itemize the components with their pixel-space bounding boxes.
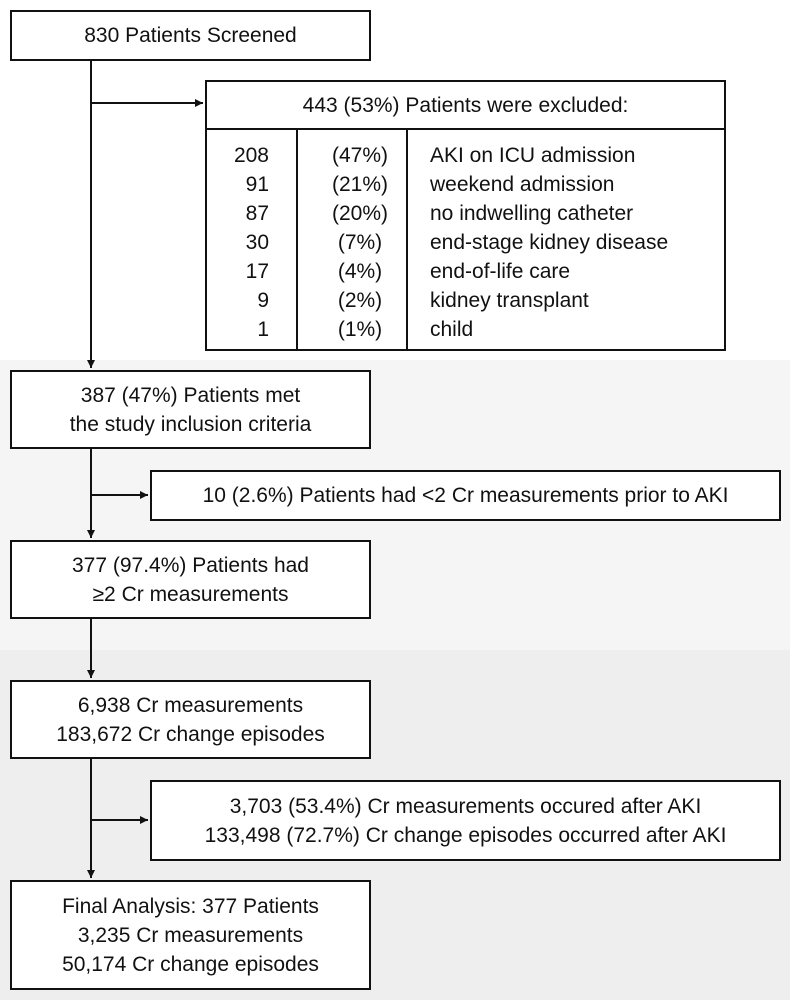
exclusion-reason: weekend admission: [430, 173, 615, 196]
after-aki-line-2: 133,498 (72.7%) Cr change episodes occur…: [204, 823, 727, 847]
exclusion-percent: (4%): [337, 260, 383, 283]
cr-line-2: 183,672 Cr change episodes: [56, 722, 325, 746]
measurements-box: 377 (97.4%) Patients had ≥2 Cr measureme…: [10, 540, 371, 619]
measurements-line-1: 377 (97.4%) Patients had: [72, 553, 309, 577]
exclusion-count: 17: [245, 260, 269, 283]
exclusion-reason: AKI on ICU admission: [430, 144, 636, 167]
measurements-line-2: ≥2 Cr measurements: [92, 582, 289, 606]
exclusion-row: 91 (21%) weekend admission: [207, 170, 724, 199]
exclusion-box: 443 (53%) Patients were excluded: 208 (4…: [205, 80, 726, 351]
column-divider: [296, 130, 298, 349]
exclusion-row: 17 (4%) end-of-life care: [207, 257, 724, 286]
after-aki-box: 3,703 (53.4%) Cr measurements occured af…: [150, 780, 781, 861]
exclusion-count: 91: [245, 173, 269, 196]
after-aki-line-1: 3,703 (53.4%) Cr measurements occured af…: [229, 794, 702, 818]
inclusion-line-2: the study inclusion criteria: [69, 412, 312, 436]
final-box: Final Analysis: 377 Patients 3,235 Cr me…: [10, 880, 371, 990]
exclusion-count: 87: [245, 202, 269, 225]
exclusion-reason: child: [430, 318, 474, 341]
exclusion-count: 208: [233, 144, 269, 167]
exclusion-percent: (2%): [337, 289, 383, 312]
exclusion-row: 208 (47%) AKI on ICU admission: [207, 141, 724, 170]
exclusion-percent: (47%): [331, 144, 389, 167]
cr-line-1: 6,938 Cr measurements: [77, 693, 304, 717]
inclusion-box: 387 (47%) Patients met the study inclusi…: [10, 370, 371, 449]
exclusion-percent: (1%): [337, 318, 383, 341]
exclusion-count: 1: [257, 318, 269, 341]
exclusion-2-text: 10 (2.6%) Patients had <2 Cr measurement…: [202, 484, 729, 507]
exclusion-title: 443 (53%) Patients were excluded:: [207, 82, 724, 130]
exclusion-reason: kidney transplant: [430, 289, 589, 312]
screened-box: 830 Patients Screened: [10, 10, 371, 61]
screened-text: 830 Patients Screened: [84, 24, 297, 47]
final-line-3: 50,174 Cr change episodes: [62, 952, 319, 976]
inclusion-line-1: 387 (47%) Patients met: [80, 383, 301, 407]
exclusion-reason: end-stage kidney disease: [430, 231, 669, 254]
cr-box: 6,938 Cr measurements 183,672 Cr change …: [10, 680, 371, 759]
final-line-2: 3,235 Cr measurements: [77, 923, 304, 947]
exclusion-box-2: 10 (2.6%) Patients had <2 Cr measurement…: [150, 470, 781, 521]
exclusion-row: 30 (7%) end-stage kidney disease: [207, 228, 724, 257]
exclusion-count: 9: [257, 289, 269, 312]
exclusion-percent: (7%): [337, 231, 383, 254]
exclusion-count: 30: [245, 231, 269, 254]
column-divider: [406, 130, 408, 349]
exclusion-row: 87 (20%) no indwelling catheter: [207, 199, 724, 228]
exclusion-percent: (21%): [331, 173, 389, 196]
exclusion-reason: no indwelling catheter: [430, 202, 634, 225]
exclusion-row: 1 (1%) child: [207, 315, 724, 344]
exclusion-reason: end-of-life care: [430, 260, 571, 283]
exclusion-percent: (20%): [331, 202, 389, 225]
exclusion-row: 9 (2%) kidney transplant: [207, 286, 724, 315]
final-line-1: Final Analysis: 377 Patients: [62, 894, 319, 918]
